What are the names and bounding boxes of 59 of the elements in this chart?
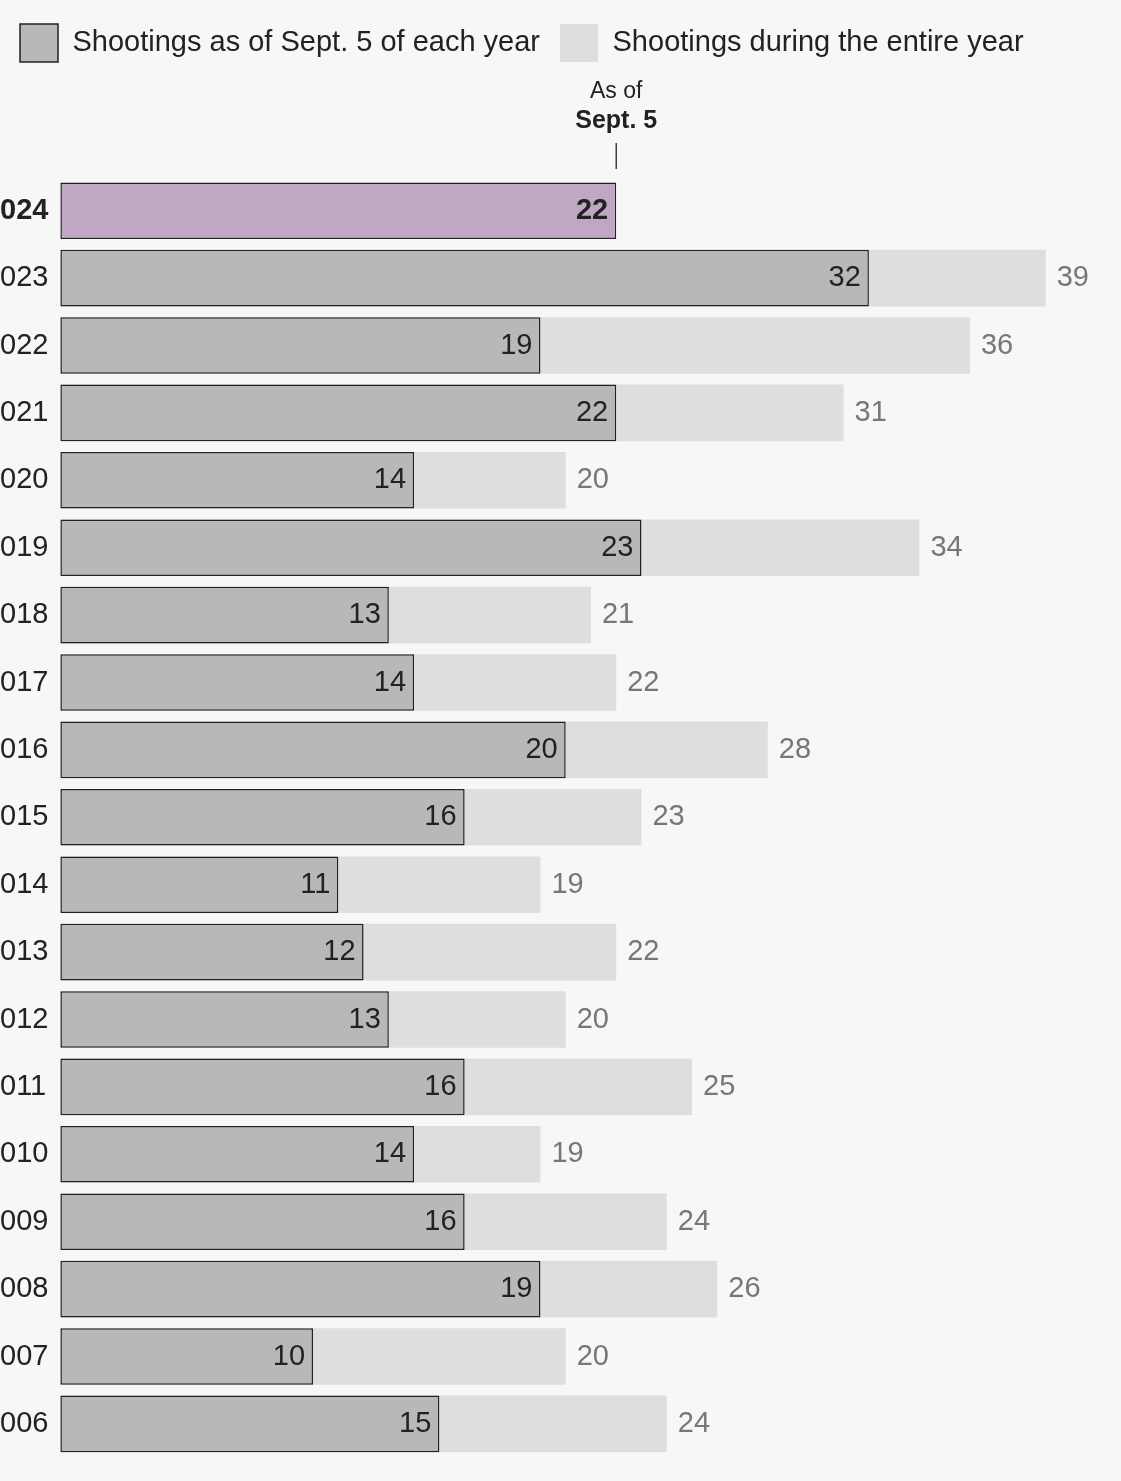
data-label: 19 [500, 1271, 533, 1304]
data-label: 22 [627, 664, 660, 697]
y-tick-label: 022 [0, 327, 49, 360]
ref-line-label: As of Sept. 5 [575, 77, 658, 133]
data-label: 28 [778, 731, 812, 764]
data-label: 19 [500, 327, 533, 360]
y-tick-label: 009 [0, 1203, 49, 1236]
data-label: 23 [601, 529, 634, 562]
y-tick-label: 015 [0, 799, 49, 832]
data-label: 14 [373, 462, 407, 495]
data-label: 15 [399, 1405, 432, 1438]
data-label: 25 [703, 1068, 736, 1101]
data-label: 32 [828, 260, 861, 293]
legend-label: Shootings as of Sept. 5 of each year [72, 25, 541, 57]
data-label: 12 [323, 934, 356, 967]
y-tick-label: 024 [0, 192, 49, 225]
y-tick-label: 020 [0, 462, 49, 495]
data-label: 14 [373, 1136, 407, 1169]
y-tick-label: 014 [0, 866, 49, 899]
data-label: 24 [677, 1203, 711, 1236]
data-label: 16 [424, 799, 457, 832]
data-label: 20 [576, 1338, 609, 1371]
y-tick-label: 021 [0, 394, 49, 427]
data-label: 19 [551, 1136, 584, 1169]
data-label: 22 [575, 192, 609, 225]
y-tick-label: 006 [0, 1405, 49, 1438]
y-tick-label: 017 [0, 664, 49, 697]
data-label: 16 [424, 1203, 457, 1236]
data-label: 14 [373, 664, 407, 697]
data-label: 22 [627, 934, 660, 967]
data-label: 20 [576, 462, 609, 495]
y-tick-label: 010 [0, 1136, 49, 1169]
y-tick-label: 023 [0, 260, 49, 293]
data-label: 20 [525, 731, 558, 764]
y-tick-label: 011 [0, 1068, 47, 1101]
data-label: 20 [576, 1001, 609, 1034]
data-label: 36 [980, 327, 1014, 360]
legend-label: Shootings during the entire year [612, 25, 1024, 57]
data-label: 11 [300, 866, 331, 899]
data-label: 16 [424, 1068, 457, 1101]
data-label: 24 [677, 1405, 711, 1438]
data-label: 22 [575, 394, 609, 427]
data-label: 19 [551, 866, 584, 899]
data-label: 31 [854, 394, 887, 427]
y-tick-label: 007 [0, 1338, 49, 1371]
data-label: 23 [652, 799, 685, 832]
data-label: 13 [348, 597, 381, 630]
y-tick-label: 008 [0, 1271, 49, 1304]
data-label: 10 [272, 1338, 306, 1371]
data-label: 26 [728, 1271, 761, 1304]
y-tick-label: 013 [0, 934, 49, 967]
y-tick-label: 016 [0, 731, 49, 764]
data-label: 34 [930, 529, 963, 562]
data-label: 21 [601, 597, 635, 630]
y-tick-label: 012 [0, 1001, 49, 1034]
data-label: 39 [1056, 260, 1089, 293]
y-tick-label: 018 [0, 597, 49, 630]
data-label: 13 [348, 1001, 381, 1034]
y-tick-label: 019 [0, 529, 49, 562]
